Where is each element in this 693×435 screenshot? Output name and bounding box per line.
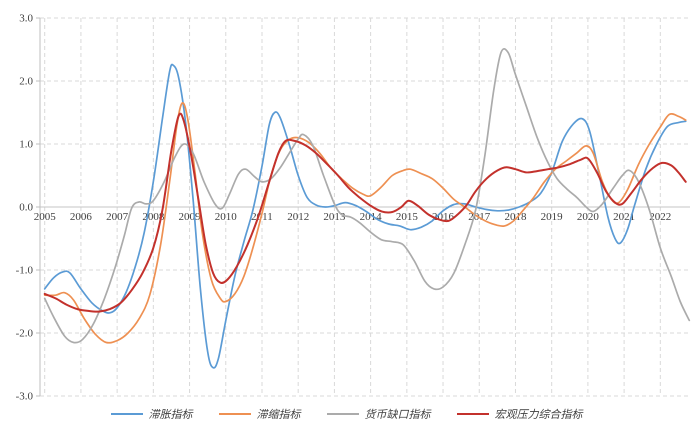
legend-label: 滞胀指标 [148,409,193,421]
x-tick-label: 2012 [287,211,309,223]
series-line-0 [43,63,687,369]
legend-item-money-gap: 货币缺口指标 [326,406,431,422]
x-tick-label: 2015 [396,211,419,223]
y-tick-label: 0.0 [19,202,33,214]
x-tick-label: 2007 [106,211,129,223]
legend-label: 货币缺口指标 [364,409,431,421]
y-tick-label: -2.0 [16,328,34,340]
series-line-3 [43,112,687,313]
x-tick-label: 2019 [541,211,564,223]
x-tick-label: 2020 [577,211,600,223]
x-tick-label: 2005 [34,211,57,223]
legend-line-swatch-orange [218,413,251,415]
legend-item-macro-pressure-composite: 宏观压力综合指标 [456,406,583,422]
y-tick-label: 1.0 [19,139,33,151]
chart-legend: 滞胀指标 滞缩指标 货币缺口指标 宏观压力综合指标 [0,406,693,422]
y-tick-label: 2.0 [19,76,33,88]
y-tick-label: -1.0 [16,265,34,277]
series-line-1 [43,102,687,344]
legend-label: 宏观压力综合指标 [494,409,583,421]
x-tick-label: 2009 [179,211,202,223]
x-tick-label: 2022 [649,211,671,223]
y-tick-label: -3.0 [16,391,34,403]
series-line-2 [43,48,691,344]
y-tick-label: 3.0 [19,13,33,25]
x-tick-label: 2010 [215,211,238,223]
legend-line-swatch-gray [326,413,359,415]
x-tick-label: 2013 [323,211,346,223]
legend-item-stagflation: 滞胀指标 [110,406,193,422]
x-tick-label: 2006 [70,211,93,223]
line-chart-plot-area: 3.0 2.0 1.0 0.0 -1.0 -2.0 -3.0 2005 2006 2007 2008… [16,13,691,403]
legend-line-swatch-red [456,413,489,415]
legend-item-stagnation-contraction: 滞缩指标 [218,406,301,422]
x-tick-label: 2014 [360,211,383,223]
legend-line-swatch-blue [110,413,143,415]
x-tick-label: 2018 [504,211,527,223]
legend-label: 滞缩指标 [256,409,301,421]
